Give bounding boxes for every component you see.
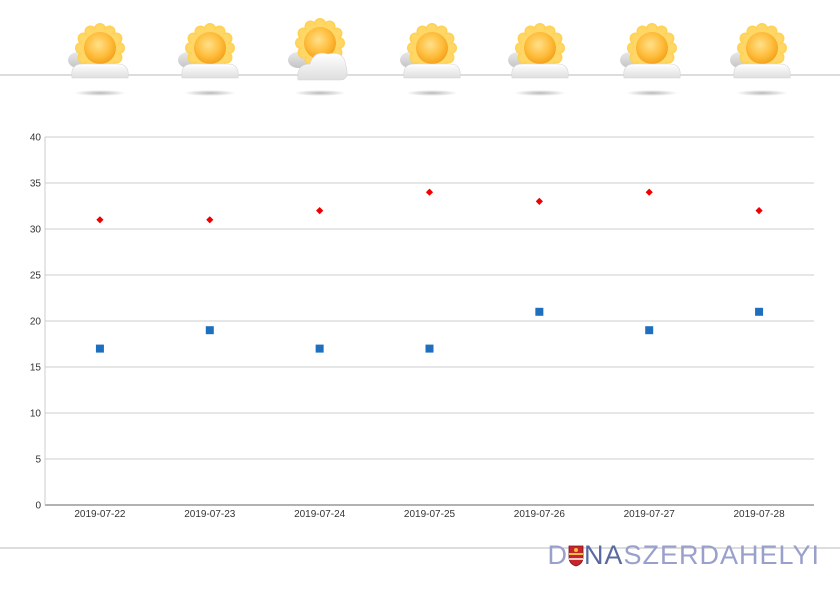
sun-behind-cloud-icon	[620, 23, 681, 96]
x-axis-ticks: 2019-07-22 2019-07-23 2019-07-24 2019-07-25…	[74, 509, 785, 520]
x-tick-label: 2019-07-28	[733, 509, 785, 520]
y-tick-label: 15	[30, 363, 42, 374]
y-tick-label: 0	[35, 501, 41, 512]
x-tick-label: 2019-07-27	[624, 509, 676, 520]
x-tick-label: 2019-07-22	[74, 509, 126, 520]
y-tick-label: 40	[30, 133, 42, 144]
series-2-point	[755, 307, 764, 316]
series-1-point	[316, 207, 324, 215]
weather-icons-row	[68, 18, 791, 96]
sun-behind-cloud-icon	[730, 23, 791, 96]
y-tick-label: 5	[35, 455, 41, 466]
sun-behind-cloud-icon	[400, 23, 461, 96]
series-2-point	[315, 344, 324, 353]
coat-of-arms-icon	[568, 543, 584, 574]
x-tick-label: 2019-07-24	[294, 509, 346, 520]
sun-behind-cloud-icon	[508, 23, 569, 96]
sun-behind-cloud-icon	[68, 23, 129, 96]
series-1-point	[206, 216, 214, 224]
gridlines	[45, 136, 814, 506]
site-logo: D NASZERDAHELYI	[547, 540, 820, 574]
y-tick-label: 30	[30, 225, 42, 236]
data-marks	[95, 188, 764, 353]
y-tick-label: 35	[30, 179, 42, 190]
series-2-point	[645, 326, 654, 335]
series-2-point	[205, 326, 214, 335]
x-tick-label: 2019-07-25	[404, 509, 456, 520]
x-tick-label: 2019-07-26	[514, 509, 566, 520]
series-1-point	[535, 197, 543, 205]
series-1-point	[96, 216, 104, 224]
series-2-point	[535, 307, 544, 316]
series-1-point	[755, 207, 763, 215]
series-2-point	[425, 344, 434, 353]
series-1-point	[425, 188, 434, 196]
sun-behind-large-cloud-icon	[288, 18, 348, 96]
y-tick-label: 10	[30, 409, 42, 420]
series-2-point	[95, 344, 104, 353]
y-tick-label: 25	[30, 271, 42, 282]
sun-behind-cloud-icon	[178, 23, 239, 96]
series-1-point	[645, 188, 653, 196]
y-tick-label: 20	[30, 317, 42, 328]
x-tick-label: 2019-07-23	[184, 509, 236, 520]
y-axis-ticks: 0 5 10 15 20 25 30 35 40	[30, 133, 42, 512]
